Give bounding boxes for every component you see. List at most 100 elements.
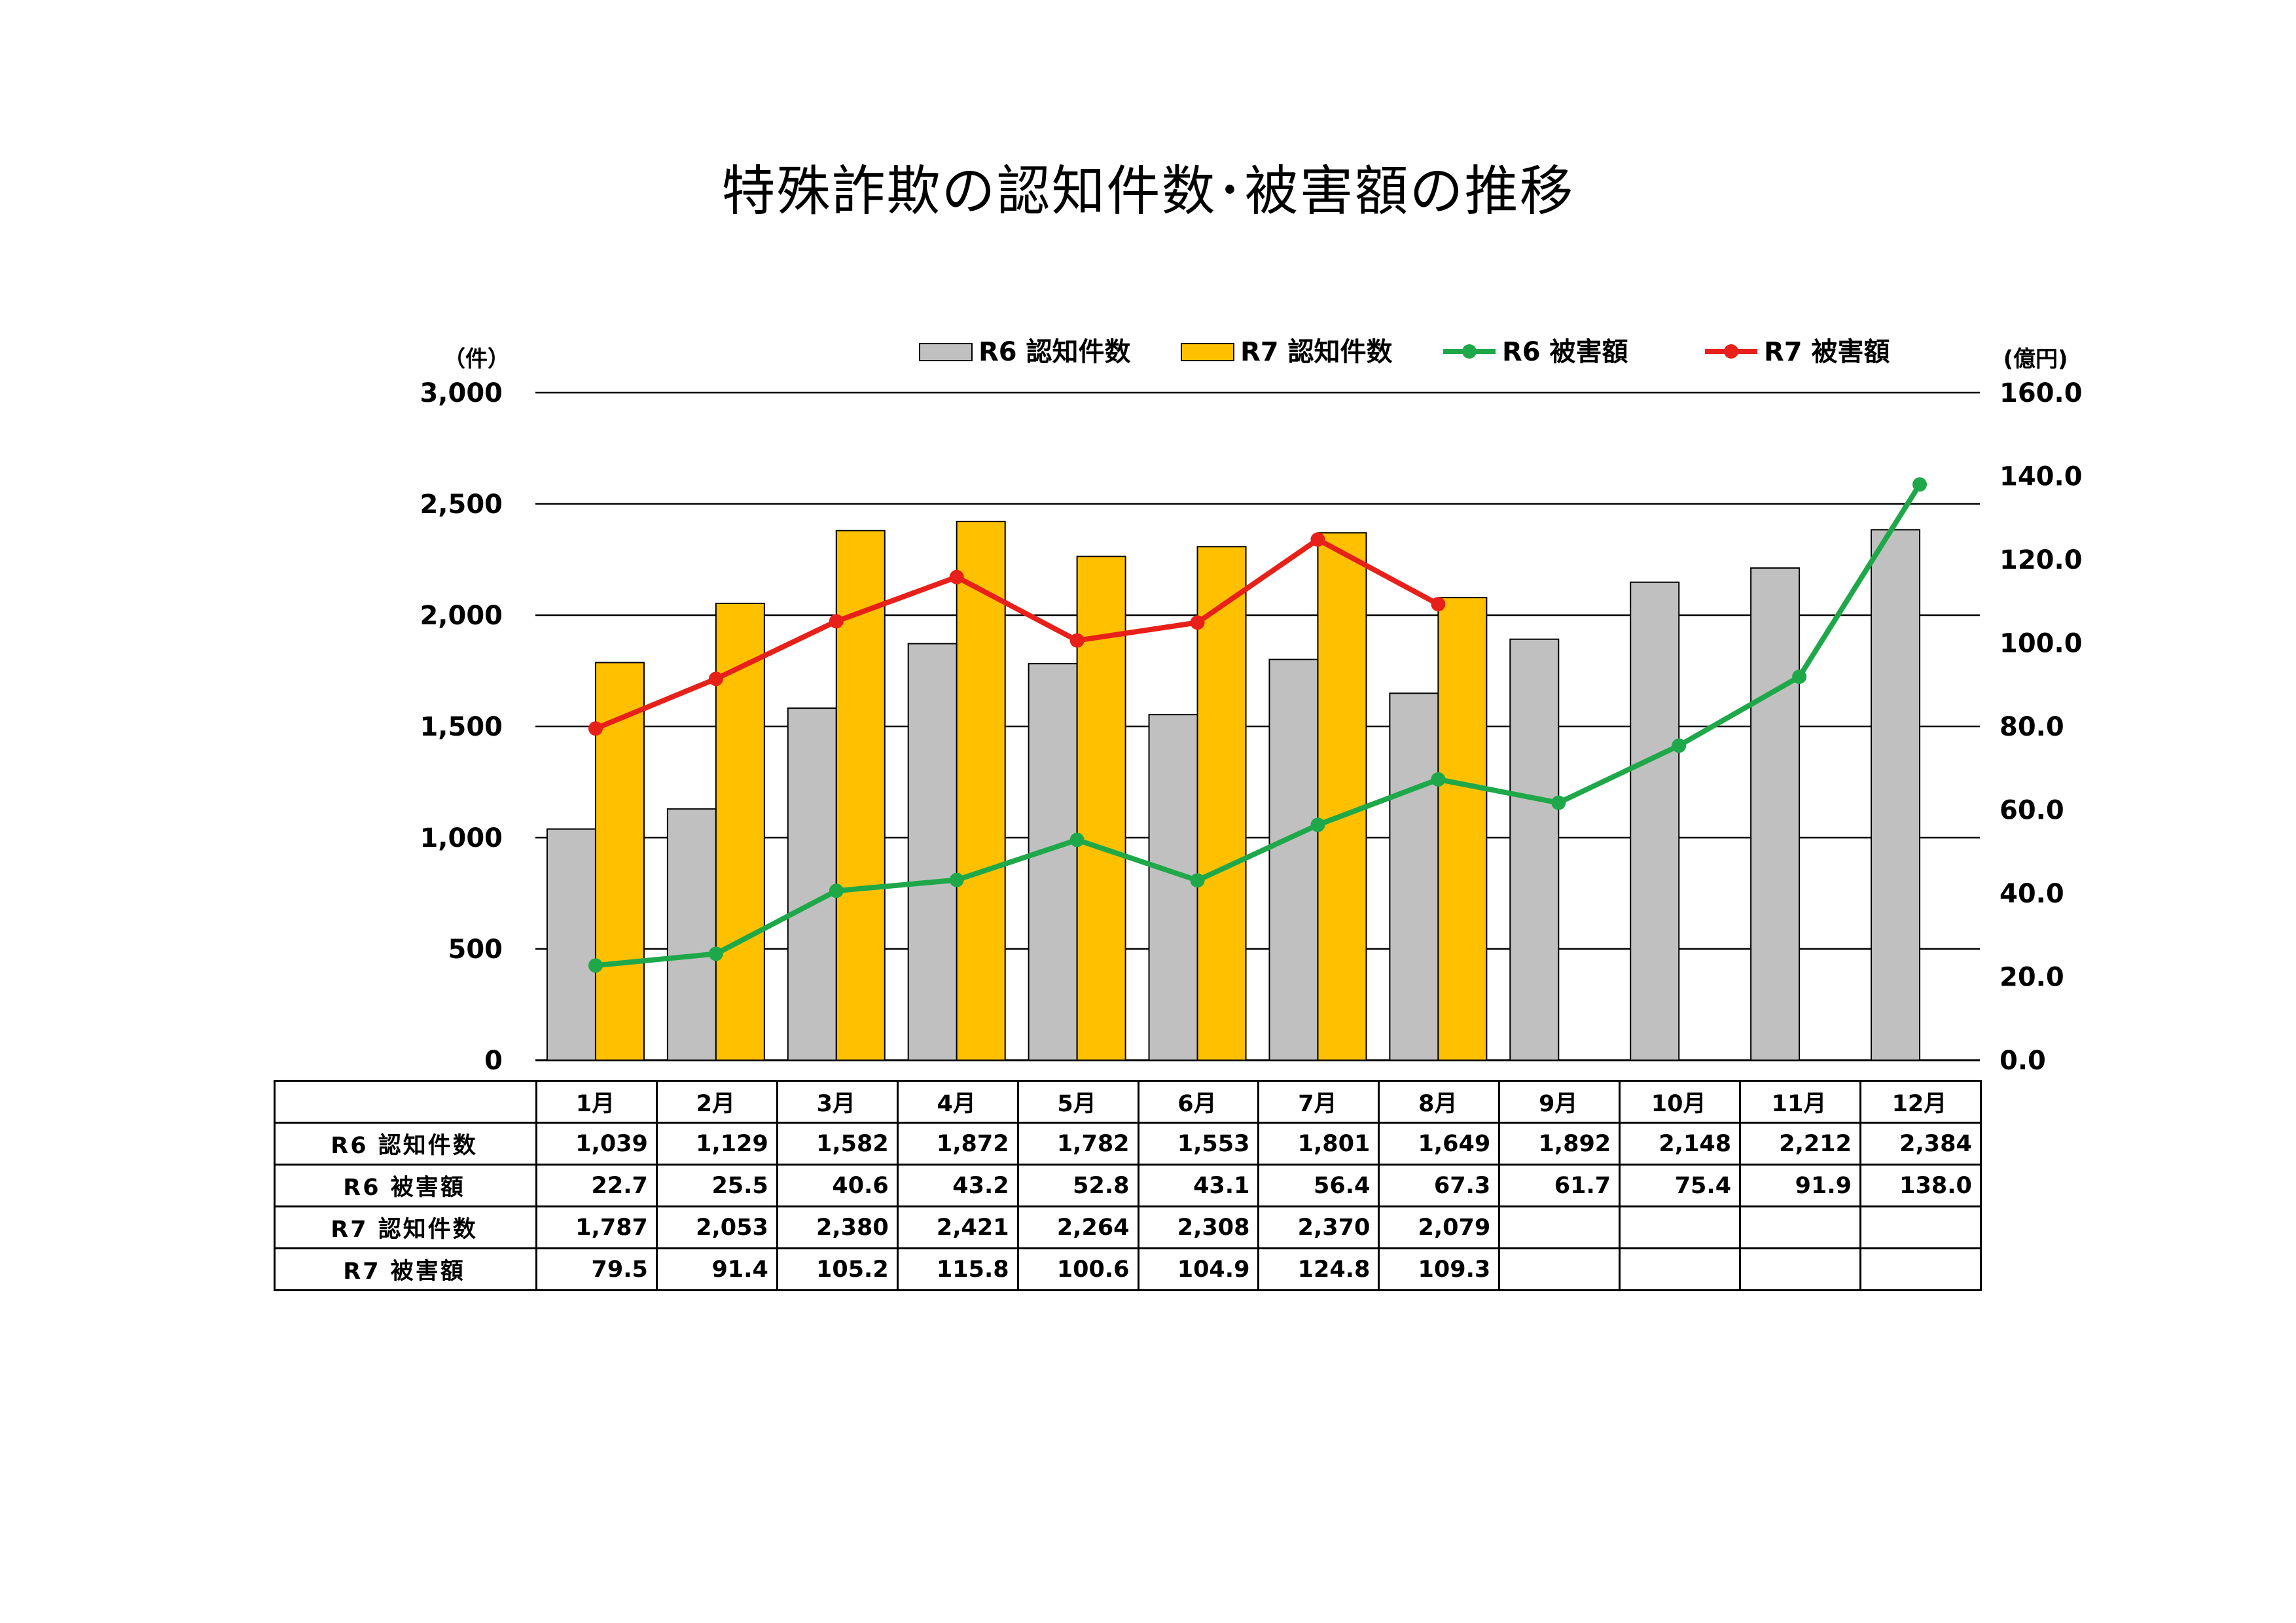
y-right-tick-label: 20.0	[2000, 963, 2064, 993]
point-r6-damage	[1912, 477, 1928, 492]
point-r7-damage	[1190, 615, 1205, 630]
table-row-label: R6 被害額	[274, 1164, 537, 1207]
table-cell: 2,370	[1257, 1205, 1380, 1249]
table-cell: 2,421	[896, 1205, 1019, 1249]
y-right-tick-label: 0.0	[2000, 1046, 2046, 1076]
bar-r6-count	[546, 828, 596, 1061]
table-cell: 52.8	[1016, 1164, 1139, 1207]
table-month-header: 5月	[1016, 1080, 1139, 1124]
y-right-tick-label: 120.0	[2000, 545, 2083, 575]
table-cell: 109.3	[1378, 1247, 1501, 1291]
data-table: 1月 2月 3月 4月 5月 6月 7月 8月 9月 10月 11月 12月 R6 認知件数 1,039…	[274, 1080, 1982, 1291]
table-cell	[1619, 1247, 1742, 1291]
table-cell: 138.0	[1859, 1164, 1982, 1207]
bar-r6-count	[1028, 663, 1078, 1061]
bar-r6-count	[1509, 638, 1560, 1061]
table-row-label: R6 認知件数	[274, 1122, 537, 1166]
point-r7-damage	[588, 721, 603, 736]
legend-label: R6 認知件数	[978, 337, 1131, 367]
table-cell: 115.8	[896, 1247, 1019, 1291]
table-cell: 2,384	[1859, 1122, 1982, 1166]
table-cell: 1,801	[1257, 1122, 1380, 1166]
table-cell: 22.7	[535, 1164, 658, 1207]
table-row-label: R7 被害額	[274, 1247, 537, 1291]
table-cell: 56.4	[1257, 1164, 1380, 1207]
table-cell: 2,264	[1016, 1205, 1139, 1249]
table-cell	[1859, 1247, 1982, 1291]
table-row: R6 被害額 22.7 25.5 40.6 43.2 52.8 43.1 56.4 67.3 61…	[274, 1164, 1982, 1207]
y-left-tick-label: 500	[448, 935, 503, 965]
table-row: R7 被害額 79.5 91.4 105.2 115.8 100.6 104.9 124.8 1…	[274, 1247, 1982, 1291]
bar-r6-count	[666, 808, 717, 1061]
point-r7-damage	[949, 569, 964, 584]
table-cell: 1,553	[1137, 1122, 1260, 1166]
point-r6-damage	[1672, 738, 1687, 753]
table-month-header: 4月	[896, 1080, 1019, 1124]
point-r7-damage	[1069, 633, 1085, 648]
table-month-header: 1月	[535, 1080, 658, 1124]
table-cell: 79.5	[535, 1247, 658, 1291]
y-left-unit-label: （件）	[443, 346, 510, 372]
table-cell: 43.1	[1137, 1164, 1260, 1207]
table-row-label: R7 認知件数	[274, 1205, 537, 1249]
table-cell: 40.6	[776, 1164, 899, 1207]
table-corner-cell	[274, 1080, 537, 1124]
y-right-unit-label: (億円)	[2003, 346, 2068, 372]
y-left-tick-label: 3,000	[420, 378, 503, 408]
table-cell: 1,872	[896, 1122, 1019, 1166]
table-month-header: 9月	[1498, 1080, 1621, 1124]
table-cell: 75.4	[1619, 1164, 1742, 1207]
y-left-tick-label: 1,000	[420, 823, 503, 853]
table-month-header: 8月	[1378, 1080, 1501, 1124]
point-r7-damage	[708, 671, 723, 687]
table-cell: 1,787	[535, 1205, 658, 1249]
point-r6-damage	[588, 958, 603, 973]
bar-r7-count	[715, 602, 765, 1061]
table-month-header: 10月	[1619, 1080, 1742, 1124]
table-cell: 2,053	[655, 1205, 778, 1249]
y-left-tick-label: 0	[484, 1046, 503, 1076]
table-cell: 2,148	[1619, 1122, 1742, 1166]
table-cell	[1739, 1205, 1861, 1249]
y-right-tick-label: 160.0	[2000, 378, 2083, 408]
table-cell: 43.2	[896, 1164, 1019, 1207]
point-r6-damage	[1551, 795, 1566, 810]
table-month-header: 7月	[1257, 1080, 1380, 1124]
point-r6-damage	[1310, 817, 1325, 832]
legend-label: R7 被害額	[1764, 337, 1890, 367]
table-cell: 1,892	[1498, 1122, 1621, 1166]
point-r6-damage	[1792, 669, 1807, 685]
series-line-r7-damage	[594, 537, 1440, 731]
point-r6-damage	[829, 883, 844, 899]
legend-marker	[1724, 344, 1738, 359]
bar-r6-count	[1750, 567, 1801, 1061]
legend-swatch	[1181, 343, 1234, 361]
bar-r6-count	[787, 707, 837, 1061]
y-left-tick-label: 2,000	[420, 601, 503, 631]
table-cell: 1,782	[1016, 1122, 1139, 1166]
y-left-tick-label: 1,500	[420, 712, 503, 742]
table-cell	[1498, 1205, 1621, 1249]
table-cell: 1,129	[655, 1122, 778, 1166]
table-cell: 105.2	[776, 1247, 899, 1291]
series-line-r6-damage	[595, 483, 1922, 969]
bar-r7-count	[1317, 532, 1367, 1061]
bar-r7-count	[594, 662, 645, 1061]
table-cell: 104.9	[1137, 1247, 1260, 1291]
table-month-header: 2月	[655, 1080, 778, 1124]
table-row: R7 認知件数 1,787 2,053 2,380 2,421 2,264 2,308 2,3…	[274, 1205, 1982, 1249]
point-r7-damage	[1431, 597, 1446, 612]
table-cell: 1,649	[1378, 1122, 1501, 1166]
table-month-header: 3月	[776, 1080, 899, 1124]
table-cell: 124.8	[1257, 1247, 1380, 1291]
bar-r6-count	[1630, 581, 1680, 1061]
table-cell	[1619, 1205, 1742, 1249]
legend-swatch	[919, 343, 973, 361]
y-right-tick-label: 80.0	[2000, 712, 2064, 742]
table-cell: 1,039	[535, 1122, 658, 1166]
table-cell: 91.4	[655, 1247, 778, 1291]
table-cell	[1498, 1247, 1621, 1291]
y-right-tick-label: 60.0	[2000, 796, 2064, 826]
